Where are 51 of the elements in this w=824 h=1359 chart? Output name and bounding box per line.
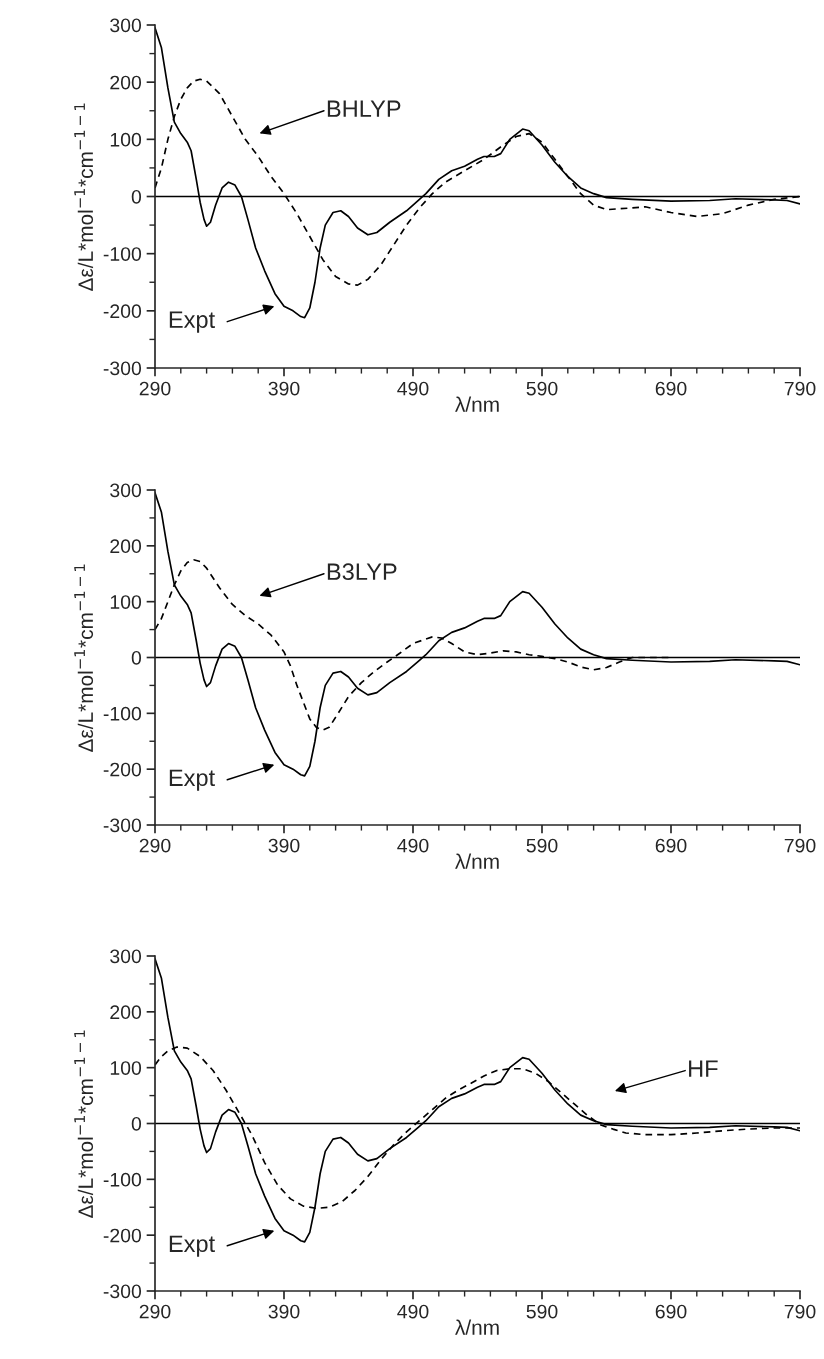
x-axis-title: λ/nm bbox=[455, 1319, 499, 1335]
x-tick-label: 290 bbox=[139, 381, 171, 396]
x-tick-label: 290 bbox=[139, 1304, 171, 1319]
y-tick-label: -300 bbox=[103, 361, 142, 376]
x-tick-label: 390 bbox=[268, 1304, 300, 1319]
y-tick-label: 0 bbox=[131, 189, 142, 204]
x-tick-label: 490 bbox=[397, 838, 429, 853]
y-tick-label: 0 bbox=[131, 650, 142, 665]
x-axis-title: λ/nm bbox=[455, 396, 499, 412]
y-tick-label: 300 bbox=[110, 18, 142, 33]
x-tick-label: 290 bbox=[139, 838, 171, 853]
x-tick-label: 790 bbox=[784, 1304, 816, 1319]
y-tick-label: 200 bbox=[110, 539, 142, 554]
x-tick-label: 690 bbox=[655, 1304, 687, 1319]
y-tick-label: -200 bbox=[103, 762, 142, 777]
y-tick-label: 200 bbox=[110, 75, 142, 90]
x-tick-label: 390 bbox=[268, 381, 300, 396]
x-tick-label: 590 bbox=[526, 1304, 558, 1319]
y-tick-label: 100 bbox=[110, 132, 142, 147]
annotation: Expt bbox=[169, 769, 215, 791]
y-tick-label: -100 bbox=[103, 247, 142, 261]
x-tick-label: 690 bbox=[655, 381, 687, 396]
y-tick-label: 200 bbox=[110, 1005, 142, 1020]
x-tick-label: 590 bbox=[526, 838, 558, 853]
y-axis-title: Δε/L*mol$^{−1}$*cm$^{−1−1}$ bbox=[74, 564, 94, 752]
y-tick-label: -200 bbox=[103, 1228, 142, 1243]
x-tick-label: 590 bbox=[526, 381, 558, 396]
annotation: BHLYP bbox=[327, 100, 401, 117]
y-axis-title: Δε/L*mol$^{−1}$*cm$^{−1−1}$ bbox=[74, 1030, 94, 1218]
y-tick-label: 300 bbox=[110, 949, 142, 964]
y-tick-label: -200 bbox=[103, 304, 142, 319]
x-tick-label: 490 bbox=[397, 1304, 429, 1319]
y-tick-label: 100 bbox=[110, 1061, 142, 1075]
y-tick-label: 0 bbox=[131, 1116, 142, 1131]
y-axis-title: Δε/L*mol$^{−1}$*cm$^{−1−1}$ bbox=[74, 103, 94, 291]
x-axis-title: λ/nm bbox=[455, 853, 499, 869]
y-tick-label: 300 bbox=[110, 483, 142, 498]
y-tick-label: -100 bbox=[103, 706, 142, 721]
y-tick-label: 100 bbox=[110, 595, 142, 609]
y-tick-label: -300 bbox=[103, 818, 142, 833]
y-tick-label: -300 bbox=[103, 1284, 142, 1299]
annotation: HF bbox=[689, 1060, 718, 1077]
x-tick-label: 490 bbox=[397, 381, 429, 396]
x-tick-label: 390 bbox=[268, 838, 300, 853]
x-tick-label: 690 bbox=[655, 838, 687, 853]
annotation: Expt bbox=[169, 311, 215, 333]
x-tick-label: 790 bbox=[784, 381, 816, 396]
annotation: B3LYP bbox=[327, 563, 397, 581]
x-tick-label: 790 bbox=[784, 838, 816, 853]
annotation: Expt bbox=[169, 1235, 215, 1257]
y-tick-label: -100 bbox=[103, 1172, 142, 1187]
